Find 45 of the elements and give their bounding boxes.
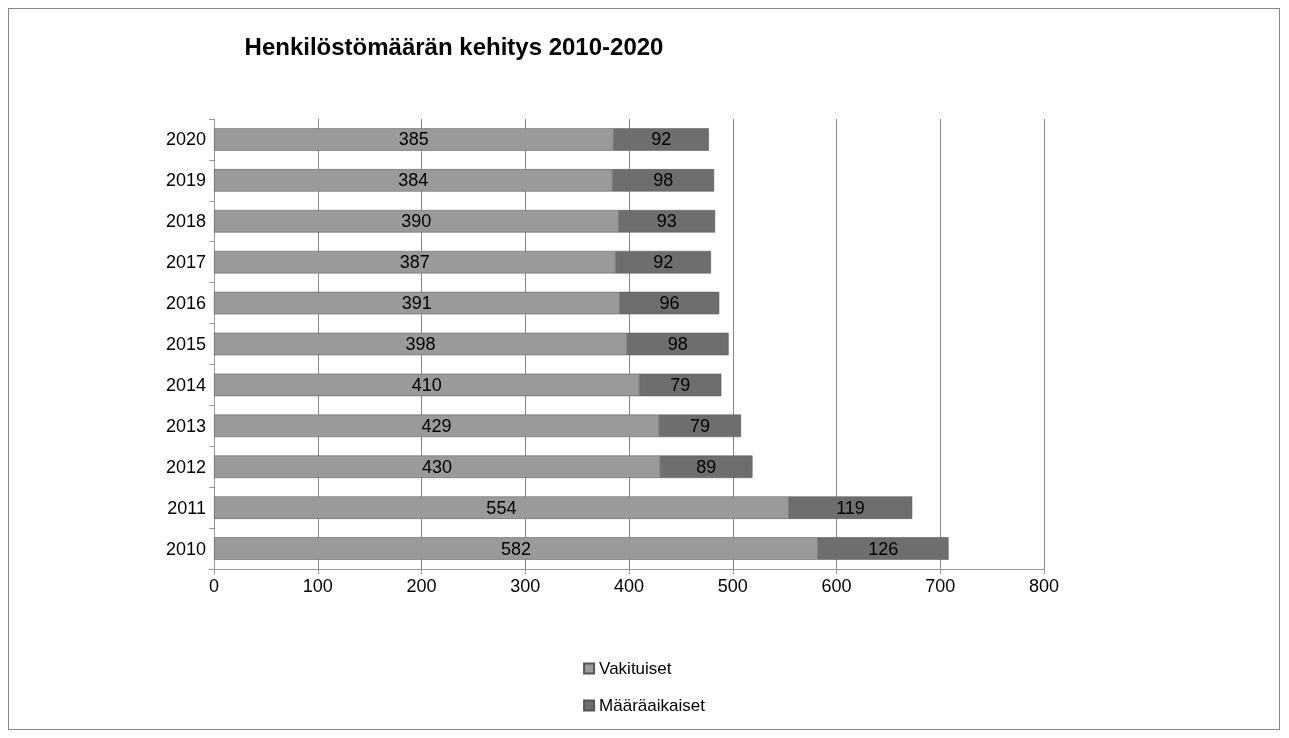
y-tick-label: 2013 [165, 415, 206, 436]
x-tick-label: 700 [925, 576, 956, 596]
data-label: 390 [401, 211, 432, 232]
data-label: 384 [398, 170, 429, 191]
data-label: 391 [401, 293, 432, 314]
data-label: 93 [656, 211, 677, 232]
chart-title: Henkilöstömäärän kehitys 2010-2020 [244, 32, 664, 60]
x-tick-label: 400 [613, 576, 645, 596]
x-tick-label: 300 [510, 576, 541, 596]
data-label: 92 [651, 129, 672, 150]
y-tick-label: 2018 [165, 211, 206, 232]
data-label: 98 [653, 170, 674, 191]
y-tick-label: 2012 [165, 456, 206, 477]
data-label: 398 [405, 334, 436, 354]
y-tick-label: 2019 [165, 170, 206, 191]
y-tick-label: 2017 [165, 252, 206, 273]
legend-label: Vakituiset [599, 659, 672, 678]
y-tick-label: 2011 [167, 497, 206, 518]
data-label: 410 [411, 374, 442, 395]
data-label: 429 [421, 415, 452, 436]
data-label: 92 [653, 252, 674, 273]
y-tick-label: 2010 [165, 538, 206, 559]
y-tick-label: 2014 [165, 374, 206, 395]
x-tick-label: 200 [406, 576, 437, 596]
data-label: 98 [667, 334, 688, 354]
data-label: 79 [670, 374, 691, 395]
x-tick-label: 500 [717, 576, 748, 596]
y-tick-label: 2015 [165, 334, 206, 354]
data-label: 385 [398, 129, 429, 150]
x-tick-label: 800 [1028, 576, 1060, 596]
x-tick-label: 600 [821, 576, 852, 596]
data-label: 387 [399, 252, 430, 273]
x-tick-label: 100 [302, 576, 333, 596]
data-label: 126 [868, 538, 899, 559]
data-label: 582 [500, 538, 531, 559]
y-tick-label: 2020 [165, 129, 206, 150]
data-label: 554 [486, 497, 517, 518]
data-label: 119 [836, 497, 865, 518]
x-tick-label: 0 [208, 576, 220, 596]
data-label: 89 [696, 456, 717, 477]
data-label: 430 [422, 456, 453, 477]
y-tick-label: 2016 [165, 293, 206, 314]
legend-label: Määräaikaiset [599, 696, 706, 715]
data-label: 96 [659, 293, 680, 314]
data-label: 79 [690, 415, 711, 436]
